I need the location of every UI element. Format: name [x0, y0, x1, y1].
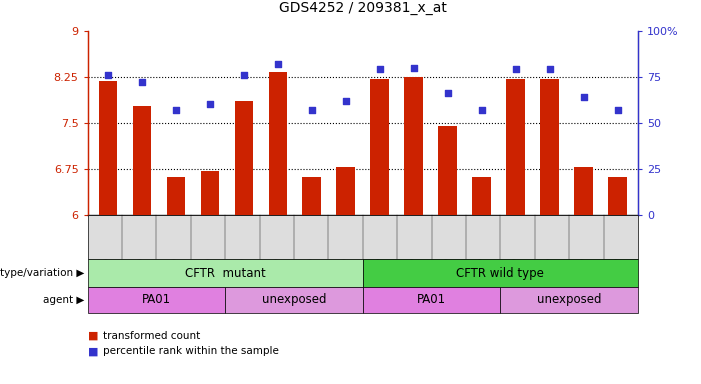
Bar [472, 177, 491, 215]
Point [442, 90, 454, 96]
Bar [132, 106, 151, 215]
Bar [99, 81, 117, 215]
Text: ■: ■ [88, 346, 98, 356]
Point [510, 66, 522, 73]
Bar [268, 73, 287, 215]
Bar [167, 177, 185, 215]
Point [238, 72, 250, 78]
Bar [540, 79, 559, 215]
Bar [235, 101, 253, 215]
Point [374, 66, 386, 73]
Text: PA01: PA01 [142, 293, 171, 306]
Point [204, 101, 215, 108]
Text: unexposed: unexposed [261, 293, 326, 306]
Bar [506, 79, 525, 215]
Point [612, 107, 623, 113]
Text: genotype/variation ▶: genotype/variation ▶ [0, 268, 84, 278]
Point [102, 72, 114, 78]
Point [340, 98, 351, 104]
Point [408, 65, 419, 71]
Text: CFTR wild type: CFTR wild type [456, 266, 544, 280]
Point [578, 94, 589, 100]
Bar [336, 167, 355, 215]
Text: percentile rank within the sample: percentile rank within the sample [103, 346, 279, 356]
Bar [302, 177, 321, 215]
Point [476, 107, 487, 113]
Text: GDS4252 / 209381_x_at: GDS4252 / 209381_x_at [279, 2, 447, 15]
Bar [370, 79, 389, 215]
Text: ■: ■ [88, 331, 98, 341]
Bar [608, 177, 627, 215]
Bar [574, 167, 593, 215]
Text: PA01: PA01 [417, 293, 446, 306]
Bar [438, 126, 457, 215]
Text: CFTR  mutant: CFTR mutant [185, 266, 266, 280]
Point [544, 66, 555, 73]
Text: unexposed: unexposed [537, 293, 601, 306]
Text: agent ▶: agent ▶ [43, 295, 84, 305]
Point [170, 107, 182, 113]
Point [137, 79, 148, 85]
Point [272, 61, 283, 67]
Bar [200, 171, 219, 215]
Text: transformed count: transformed count [103, 331, 200, 341]
Bar [404, 77, 423, 215]
Point [306, 107, 318, 113]
